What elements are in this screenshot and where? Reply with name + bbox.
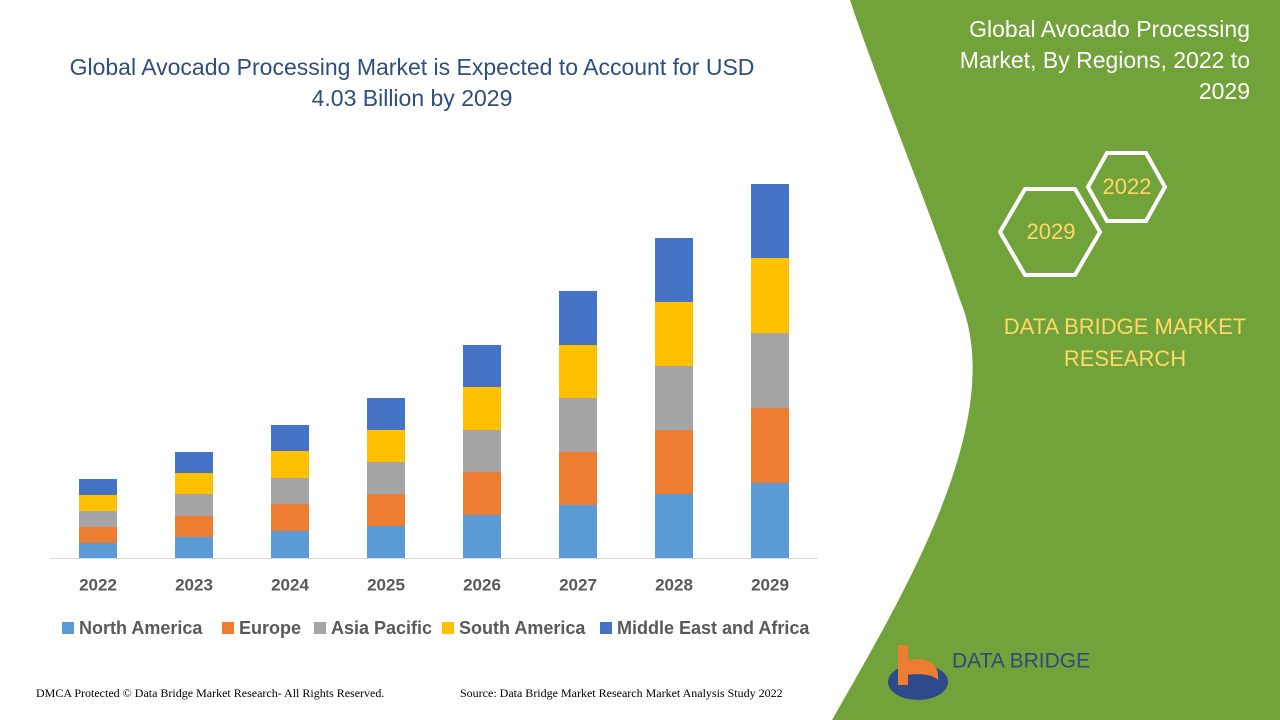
bar-segment	[175, 473, 213, 494]
bar-segment	[175, 494, 213, 516]
bar-segment	[271, 425, 309, 451]
logo-text: DATA BRIDGE	[952, 650, 1090, 673]
legend-swatch	[314, 622, 326, 634]
bar-segment	[271, 504, 309, 531]
legend-label: Asia Pacific	[331, 618, 432, 638]
bar-segment	[367, 398, 405, 430]
bar-segment	[271, 451, 309, 478]
bar-segment	[655, 238, 693, 302]
legend-swatch	[600, 622, 612, 634]
bar-segment	[751, 184, 789, 258]
bar-segment	[175, 516, 213, 537]
chart-title: Global Avocado Processing Market is Expe…	[69, 54, 755, 111]
brand: DATA BRIDGE MARKET RESEARCH	[1003, 314, 1247, 371]
bar-segment	[463, 345, 501, 387]
side-panel	[832, 0, 1280, 720]
bar-segment	[655, 302, 693, 366]
bar-segment	[367, 462, 405, 494]
hex-label: 2029	[1027, 219, 1076, 244]
x-tick-label: 2028	[655, 575, 693, 594]
hexagon	[997, 187, 1103, 277]
bar-segment	[367, 526, 405, 558]
bar-segment	[175, 452, 213, 473]
x-tick-label: 2025	[367, 575, 405, 594]
bar-segment	[79, 527, 117, 543]
hex-label: 2022	[1103, 174, 1152, 199]
bar-segment	[559, 452, 597, 505]
bar-segment	[655, 430, 693, 494]
x-tick-label: 2023	[175, 575, 213, 594]
bar-segment	[79, 511, 117, 527]
bar-segment	[751, 408, 789, 483]
bar-segment	[751, 483, 789, 558]
copyright: DMCA Protected © Data Bridge Market Rese…	[36, 686, 385, 700]
bar-segment	[559, 345, 597, 398]
bar-segment	[79, 479, 117, 495]
bar-segment	[559, 291, 597, 345]
bar-segment	[463, 430, 501, 472]
bar-segment	[271, 478, 309, 504]
bar-segment	[271, 531, 309, 558]
source: Source: Data Bridge Market Research Mark…	[460, 686, 783, 700]
legend-label: Middle East and Africa	[617, 618, 810, 638]
bar-segment	[367, 430, 405, 462]
x-tick-label: 2026	[463, 575, 501, 594]
panel-title: Global Avocado Processing Market, By Reg…	[959, 16, 1250, 104]
bar-segment	[655, 366, 693, 430]
bar-segment	[79, 495, 117, 511]
bar-segment	[463, 515, 501, 558]
legend-swatch	[62, 622, 74, 634]
legend-label: South America	[459, 618, 586, 638]
legend-label: North America	[79, 618, 203, 638]
logo	[888, 645, 948, 700]
bar-segment	[751, 258, 789, 333]
bar-segment	[463, 472, 501, 515]
x-tick-label: 2029	[751, 575, 789, 594]
x-tick-label: 2027	[559, 575, 597, 594]
bar-segment	[751, 333, 789, 408]
bar-segment	[559, 505, 597, 558]
bar-segment	[559, 398, 597, 452]
bar-segment	[367, 494, 405, 526]
bar-segment	[655, 494, 693, 558]
legend-swatch	[222, 622, 234, 634]
legend-label: Europe	[239, 618, 301, 638]
bar-segment	[463, 387, 501, 430]
x-tick-label: 2022	[79, 575, 117, 594]
bar-segment	[79, 543, 117, 558]
bar-segment	[175, 537, 213, 558]
hexagon	[1085, 151, 1168, 223]
legend-swatch	[442, 622, 454, 634]
x-tick-label: 2024	[271, 575, 309, 594]
